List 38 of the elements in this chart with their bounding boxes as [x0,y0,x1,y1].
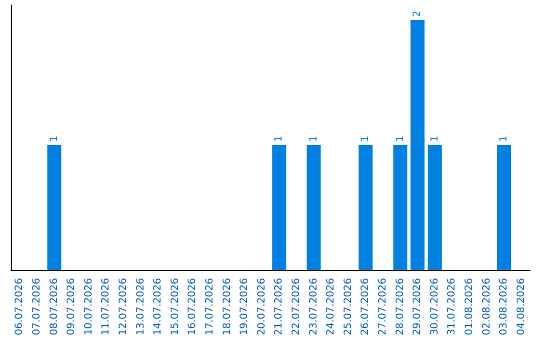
x-tick-label: 02.08.2026 [481,278,492,336]
data-label: 1 [360,136,372,142]
x-tick-label: 01.08.2026 [464,278,475,336]
x-tick-label: 28.07.2026 [394,278,406,336]
x-tick-label: 27.07.2026 [377,278,388,336]
x-tick-label: 04.08.2026 [516,278,527,336]
data-label: 1 [498,136,510,142]
x-tick-label: 21.07.2026 [274,278,285,336]
x-tick-label: 31.07.2026 [446,278,458,336]
x-tick-label: 26.07.2026 [360,278,372,336]
x-tick-label: 13.07.2026 [135,278,146,336]
x-tick-label: 16.07.2026 [187,278,198,336]
data-label: 1 [429,136,440,142]
x-tick-label: 07.07.2026 [31,278,42,336]
x-tick-label: 12.07.2026 [118,278,129,336]
x-tick-label: 08.07.2026 [48,278,60,336]
x-tick-label: 23.07.2026 [308,278,320,336]
x-tick-label: 29.07.2026 [412,278,424,336]
x-tick-label: 15.07.2026 [170,278,181,336]
x-tick-label: 06.07.2026 [14,278,26,336]
data-label: 1 [308,136,320,142]
data-label: 1 [274,136,285,142]
x-tick-label: 10.07.2026 [83,278,94,336]
x-tick-label: 18.07.2026 [222,278,233,336]
data-label: 1 [48,136,60,142]
x-tick-label: 24.07.2026 [326,278,337,336]
data-label: 1 [394,136,406,142]
x-tick-label: 11.07.2026 [100,278,112,336]
x-tick-label: 25.07.2026 [342,278,354,336]
x-tick-label: 09.07.2026 [66,278,78,336]
x-tick-label: 14.07.2026 [152,278,164,336]
x-tick-label: 30.07.2026 [429,278,440,336]
x-tick-label: 17.07.2026 [204,278,216,336]
x-tick-label: 20.07.2026 [256,278,268,336]
x-tick-label: 19.07.2026 [239,278,250,336]
x-tick-label: 03.08.2026 [498,278,510,336]
data-label: 2 [412,10,424,17]
x-tick-label: 22.07.2026 [290,278,302,336]
